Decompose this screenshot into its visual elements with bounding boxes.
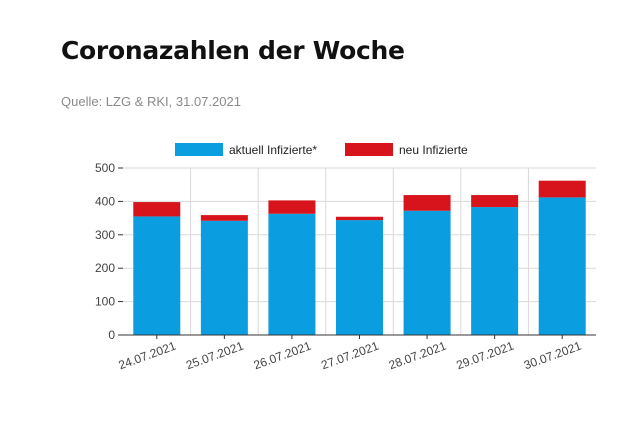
bar-aktuell-2 [200, 220, 248, 335]
bar-neu-7 [538, 180, 586, 198]
bar-aktuell-4 [336, 220, 383, 335]
legend-swatch-2 [345, 143, 393, 156]
legend-label-2: neu Infizierte [399, 143, 468, 157]
y-axis: 0 100 200 300 400 500 [95, 161, 123, 342]
legend-label-1: aktuell Infizierte* [229, 143, 317, 157]
x-tick-label: 25.07.2021 [184, 339, 246, 373]
bar-aktuell-1 [133, 216, 181, 335]
bar-aktuell-7 [538, 197, 586, 335]
y-tick-label: 400 [95, 194, 115, 208]
x-tick-label: 27.07.2021 [319, 339, 381, 373]
bar-neu-1 [133, 202, 181, 217]
x-tick-label: 28.07.2021 [387, 339, 449, 373]
y-tick-label: 200 [95, 261, 115, 275]
bar-neu-4 [336, 216, 383, 221]
bar-aktuell-5 [403, 210, 451, 335]
bar-neu-3 [268, 200, 316, 214]
y-tick-label: 0 [108, 328, 115, 342]
bar-neu-5 [403, 195, 451, 211]
x-tick-label: 24.07.2021 [117, 339, 179, 373]
bar-neu-6 [471, 195, 519, 208]
bar-aktuell-6 [471, 207, 519, 335]
chart-legend: aktuell Infizierte* neu Infizierte [175, 143, 468, 157]
bar-aktuell-3 [268, 213, 316, 335]
x-axis: 24.07.2021 25.07.2021 26.07.2021 27.07.2021… [117, 334, 596, 373]
y-tick-label: 100 [95, 295, 115, 309]
x-tick-label: 26.07.2021 [252, 339, 314, 373]
y-tick-label: 300 [95, 228, 115, 242]
bar-neu-2 [200, 215, 248, 221]
source-note: Quelle: LZG & RKI, 31.07.2021 [61, 94, 241, 109]
x-tick-label: 30.07.2021 [522, 339, 584, 373]
x-tick-label: 29.07.2021 [454, 339, 516, 373]
y-tick-label: 500 [95, 161, 115, 175]
chart-bars [133, 180, 586, 335]
page-title: Coronazahlen der Woche [61, 36, 405, 65]
legend-swatch-1 [175, 143, 223, 156]
